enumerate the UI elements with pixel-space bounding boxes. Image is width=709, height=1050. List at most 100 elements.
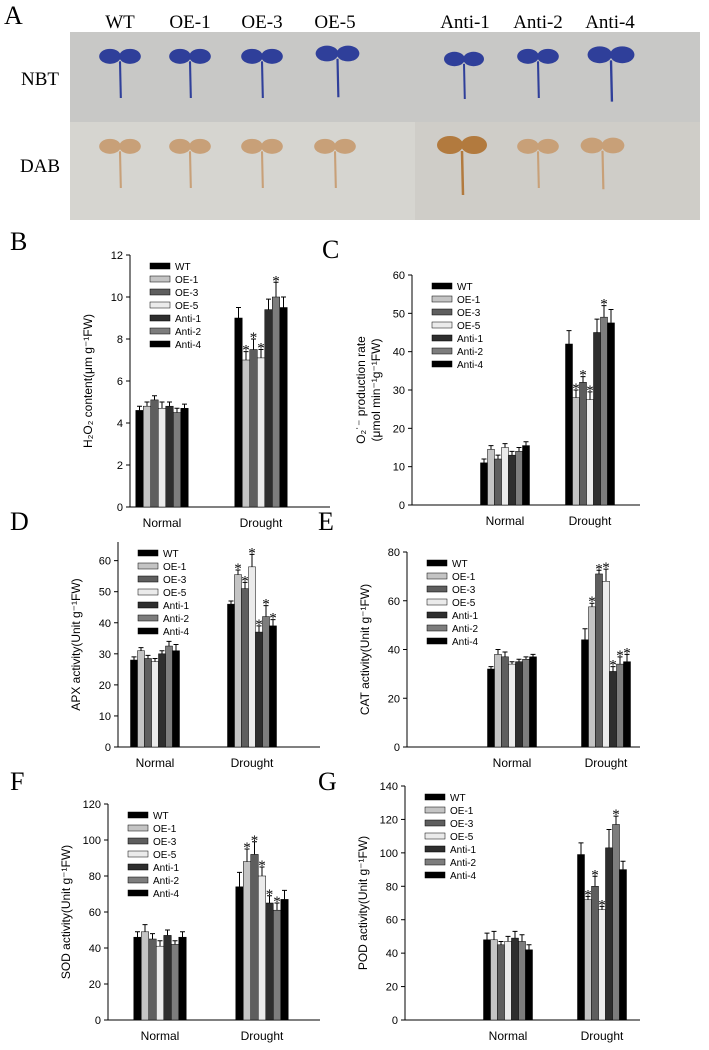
panel-letter: G — [318, 767, 337, 796]
bar — [565, 343, 573, 506]
bar — [623, 661, 631, 748]
legend-swatch — [137, 588, 159, 596]
legend-label: Anti-2 — [450, 858, 477, 869]
significance: * — [273, 894, 281, 910]
y-tick-label: 0 — [392, 1015, 398, 1027]
legend-swatch — [127, 824, 149, 832]
bar — [279, 307, 288, 508]
y-tick-label: 20 — [393, 423, 405, 435]
error-bar — [582, 628, 588, 640]
legend-swatch — [127, 876, 149, 884]
y-tick-label: 50 — [99, 587, 111, 599]
legend-label: OE-5 — [457, 321, 481, 332]
significance: * — [251, 833, 259, 849]
legend-label: Anti-4 — [175, 340, 202, 351]
bar — [172, 650, 180, 748]
bar — [607, 322, 615, 506]
y-axis-label: (μmol min⁻¹g⁻¹FW) — [369, 339, 383, 442]
bar — [584, 899, 592, 1021]
legend-label: OE-1 — [450, 806, 474, 817]
error-bar — [263, 605, 269, 617]
legend-label: OE-1 — [153, 824, 177, 835]
x-tick-label: Normal — [143, 516, 182, 530]
legend-label: OE-1 — [452, 572, 476, 583]
bar — [501, 656, 509, 748]
legend-label: OE-5 — [163, 588, 187, 599]
significance: * — [257, 341, 265, 357]
photo-dab-right — [415, 122, 700, 220]
error-bar — [159, 650, 165, 654]
bar — [180, 408, 189, 508]
legend-swatch — [127, 811, 149, 819]
legend-label: OE-3 — [457, 308, 481, 319]
bar — [577, 854, 585, 1021]
legend-label: Anti-4 — [163, 627, 190, 638]
legend-label: Anti-4 — [153, 889, 180, 900]
bar — [258, 875, 266, 1021]
bar — [612, 824, 620, 1021]
column-label: Anti-1 — [440, 12, 490, 33]
bar — [264, 309, 273, 508]
error-bar — [274, 902, 280, 911]
error-bar — [152, 657, 158, 662]
bar — [234, 574, 242, 748]
x-tick-label: Drought — [569, 514, 612, 528]
legend-swatch — [127, 863, 149, 871]
bar — [501, 447, 509, 506]
error-bar — [594, 318, 600, 333]
bar — [511, 937, 519, 1021]
y-tick-label: 40 — [99, 618, 111, 630]
y-tick-label: 60 — [393, 270, 405, 282]
bar — [165, 645, 173, 748]
bar — [165, 405, 174, 508]
error-bar — [610, 666, 616, 672]
legend-label: WT — [153, 811, 169, 822]
legend-label: Anti-2 — [153, 876, 180, 887]
panel-letter: D — [10, 507, 29, 536]
bar — [487, 449, 495, 506]
y-tick-label: 120 — [83, 799, 101, 811]
error-bar — [606, 828, 612, 848]
column-label: OE-3 — [241, 12, 282, 33]
y-tick-label: 60 — [386, 915, 398, 927]
legend-swatch — [149, 275, 171, 283]
y-tick-label: 80 — [89, 871, 101, 883]
significance: * — [588, 594, 596, 610]
bar — [151, 661, 159, 748]
y-tick-label: 40 — [393, 347, 405, 359]
error-bar — [137, 405, 142, 411]
legend-swatch — [431, 360, 453, 368]
x-tick-label: Normal — [486, 514, 525, 528]
y-tick-label: 40 — [388, 645, 400, 657]
legend-swatch — [424, 858, 446, 866]
error-bar — [509, 661, 515, 665]
error-bar — [573, 389, 579, 398]
bar — [483, 939, 491, 1021]
y-tick-label: 8 — [117, 334, 123, 346]
significance: * — [266, 887, 274, 903]
bar — [600, 316, 608, 506]
legend-swatch — [137, 562, 159, 570]
legend-swatch — [426, 637, 448, 645]
bar — [250, 854, 259, 1021]
bar — [144, 658, 152, 748]
legend-swatch — [426, 585, 448, 593]
bar — [515, 661, 523, 748]
x-tick-label: Drought — [231, 756, 274, 770]
bar — [173, 412, 181, 508]
bar — [494, 654, 502, 748]
significance: * — [250, 330, 258, 346]
legend-label: OE-3 — [450, 819, 474, 830]
significance: * — [243, 840, 251, 856]
legend-swatch — [127, 837, 149, 845]
significance: * — [595, 561, 603, 577]
bar — [480, 462, 488, 506]
legend-swatch — [149, 301, 171, 309]
y-tick-label: 2 — [117, 460, 123, 472]
y-tick-label: 60 — [89, 907, 101, 919]
significance: * — [234, 561, 242, 577]
photo-dab-left — [70, 122, 415, 220]
legend-swatch — [149, 262, 171, 270]
y-tick-label: 4 — [117, 418, 123, 430]
